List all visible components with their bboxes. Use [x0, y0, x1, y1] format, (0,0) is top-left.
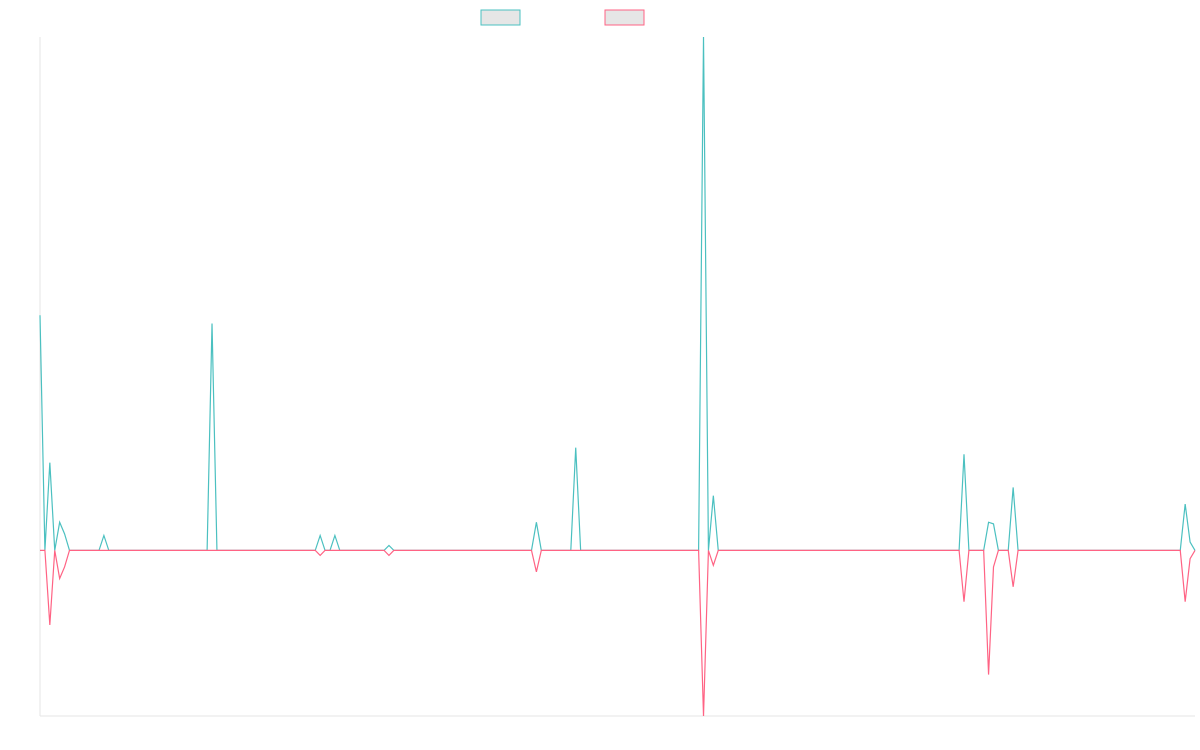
legend-swatch-1[interactable]	[480, 9, 521, 26]
series-line-2	[40, 549, 1196, 717]
series-line-1	[39, 36, 1196, 551]
legend	[480, 9, 645, 26]
plot-area	[39, 36, 1196, 717]
axes	[39, 37, 1195, 717]
legend-swatch-2[interactable]	[604, 9, 645, 26]
